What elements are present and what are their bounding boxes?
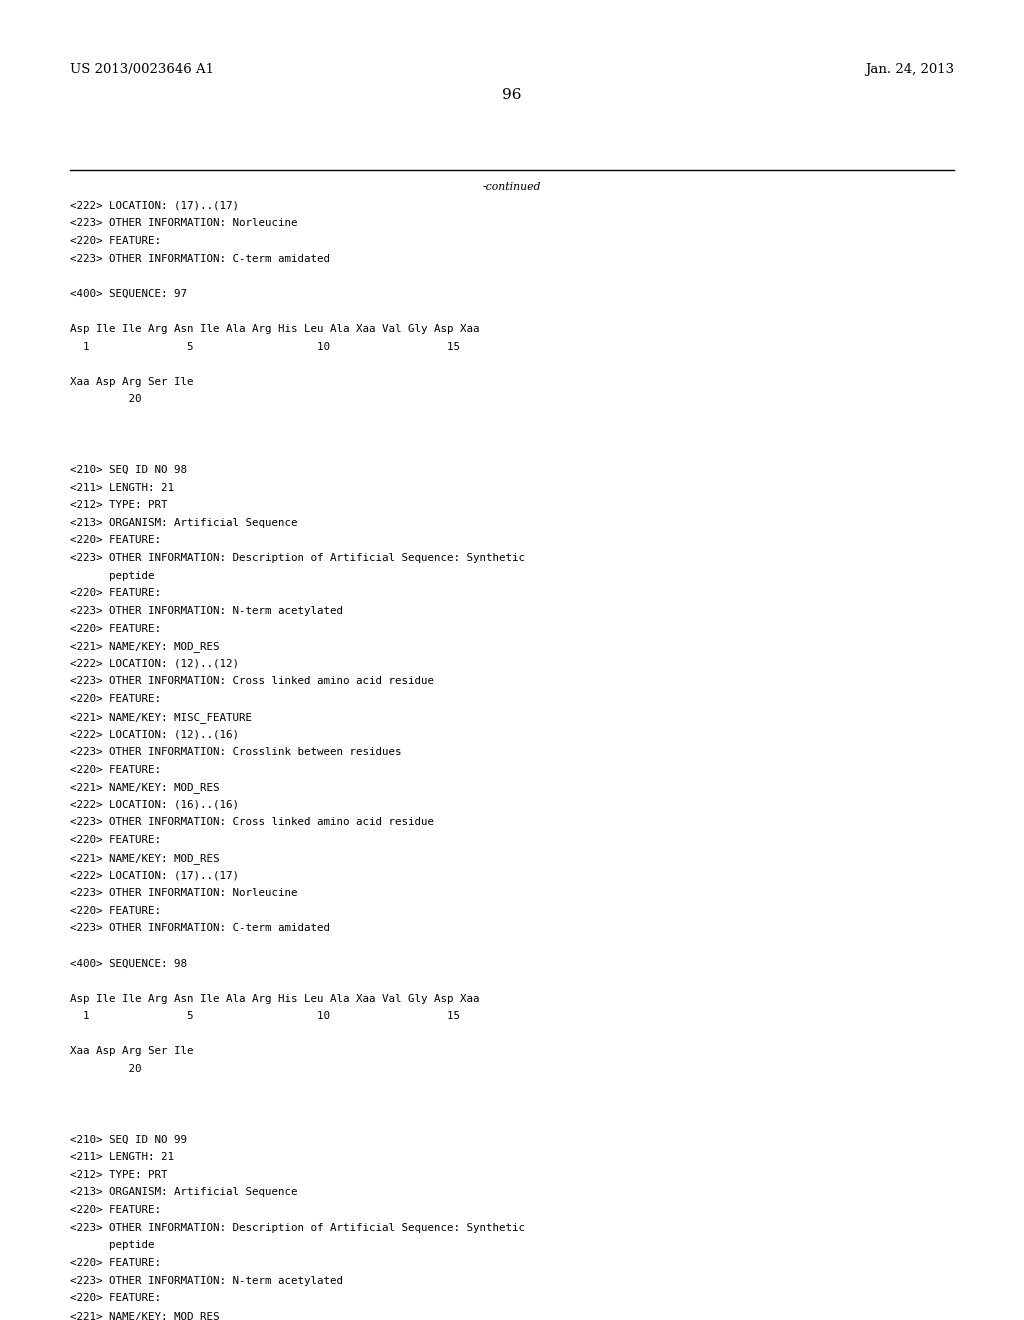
Text: <222> LOCATION: (16)..(16): <222> LOCATION: (16)..(16) bbox=[70, 800, 239, 809]
Text: US 2013/0023646 A1: US 2013/0023646 A1 bbox=[70, 63, 214, 77]
Text: Asp Ile Ile Arg Asn Ile Ala Arg His Leu Ala Xaa Val Gly Asp Xaa: Asp Ile Ile Arg Asn Ile Ala Arg His Leu … bbox=[70, 323, 479, 334]
Text: 20: 20 bbox=[70, 1064, 141, 1074]
Text: <222> LOCATION: (12)..(12): <222> LOCATION: (12)..(12) bbox=[70, 659, 239, 669]
Text: <220> FEATURE:: <220> FEATURE: bbox=[70, 1205, 161, 1216]
Text: <220> FEATURE:: <220> FEATURE: bbox=[70, 589, 161, 598]
Text: <221> NAME/KEY: MOD_RES: <221> NAME/KEY: MOD_RES bbox=[70, 853, 219, 863]
Text: <213> ORGANISM: Artificial Sequence: <213> ORGANISM: Artificial Sequence bbox=[70, 1188, 297, 1197]
Text: <220> FEATURE:: <220> FEATURE: bbox=[70, 236, 161, 246]
Text: <221> NAME/KEY: MOD_RES: <221> NAME/KEY: MOD_RES bbox=[70, 642, 219, 652]
Text: 96: 96 bbox=[502, 88, 522, 103]
Text: 1               5                   10                  15: 1 5 10 15 bbox=[70, 1011, 460, 1022]
Text: <211> LENGTH: 21: <211> LENGTH: 21 bbox=[70, 1152, 174, 1162]
Text: <223> OTHER INFORMATION: Description of Artificial Sequence: Synthetic: <223> OTHER INFORMATION: Description of … bbox=[70, 553, 524, 564]
Text: <220> FEATURE:: <220> FEATURE: bbox=[70, 836, 161, 845]
Text: <212> TYPE: PRT: <212> TYPE: PRT bbox=[70, 1170, 167, 1180]
Text: <223> OTHER INFORMATION: C-term amidated: <223> OTHER INFORMATION: C-term amidated bbox=[70, 923, 330, 933]
Text: Xaa Asp Arg Ser Ile: Xaa Asp Arg Ser Ile bbox=[70, 378, 194, 387]
Text: <223> OTHER INFORMATION: C-term amidated: <223> OTHER INFORMATION: C-term amidated bbox=[70, 253, 330, 264]
Text: <400> SEQUENCE: 97: <400> SEQUENCE: 97 bbox=[70, 289, 186, 298]
Text: <220> FEATURE:: <220> FEATURE: bbox=[70, 906, 161, 916]
Text: Xaa Asp Arg Ser Ile: Xaa Asp Arg Ser Ile bbox=[70, 1047, 194, 1056]
Text: <400> SEQUENCE: 98: <400> SEQUENCE: 98 bbox=[70, 958, 186, 969]
Text: <220> FEATURE:: <220> FEATURE: bbox=[70, 764, 161, 775]
Text: <223> OTHER INFORMATION: Norleucine: <223> OTHER INFORMATION: Norleucine bbox=[70, 888, 297, 898]
Text: <220> FEATURE:: <220> FEATURE: bbox=[70, 1258, 161, 1269]
Text: Jan. 24, 2013: Jan. 24, 2013 bbox=[865, 63, 954, 77]
Text: 20: 20 bbox=[70, 395, 141, 404]
Text: <222> LOCATION: (17)..(17): <222> LOCATION: (17)..(17) bbox=[70, 201, 239, 211]
Text: <220> FEATURE:: <220> FEATURE: bbox=[70, 623, 161, 634]
Text: <223> OTHER INFORMATION: N-term acetylated: <223> OTHER INFORMATION: N-term acetylat… bbox=[70, 1275, 343, 1286]
Text: <211> LENGTH: 21: <211> LENGTH: 21 bbox=[70, 483, 174, 492]
Text: -continued: -continued bbox=[482, 182, 542, 193]
Text: <222> LOCATION: (12)..(16): <222> LOCATION: (12)..(16) bbox=[70, 729, 239, 739]
Text: <221> NAME/KEY: MOD_RES: <221> NAME/KEY: MOD_RES bbox=[70, 1311, 219, 1320]
Text: <210> SEQ ID NO 98: <210> SEQ ID NO 98 bbox=[70, 465, 186, 475]
Text: <223> OTHER INFORMATION: Cross linked amino acid residue: <223> OTHER INFORMATION: Cross linked am… bbox=[70, 817, 433, 828]
Text: 1               5                   10                  15: 1 5 10 15 bbox=[70, 342, 460, 351]
Text: <220> FEATURE:: <220> FEATURE: bbox=[70, 1294, 161, 1303]
Text: <220> FEATURE:: <220> FEATURE: bbox=[70, 694, 161, 704]
Text: <213> ORGANISM: Artificial Sequence: <213> ORGANISM: Artificial Sequence bbox=[70, 517, 297, 528]
Text: <221> NAME/KEY: MOD_RES: <221> NAME/KEY: MOD_RES bbox=[70, 783, 219, 793]
Text: <223> OTHER INFORMATION: N-term acetylated: <223> OTHER INFORMATION: N-term acetylat… bbox=[70, 606, 343, 616]
Text: peptide: peptide bbox=[70, 1241, 155, 1250]
Text: <210> SEQ ID NO 99: <210> SEQ ID NO 99 bbox=[70, 1135, 186, 1144]
Text: <223> OTHER INFORMATION: Norleucine: <223> OTHER INFORMATION: Norleucine bbox=[70, 218, 297, 228]
Text: Asp Ile Ile Arg Asn Ile Ala Arg His Leu Ala Xaa Val Gly Asp Xaa: Asp Ile Ile Arg Asn Ile Ala Arg His Leu … bbox=[70, 994, 479, 1003]
Text: <221> NAME/KEY: MISC_FEATURE: <221> NAME/KEY: MISC_FEATURE bbox=[70, 711, 252, 722]
Text: <222> LOCATION: (17)..(17): <222> LOCATION: (17)..(17) bbox=[70, 870, 239, 880]
Text: <223> OTHER INFORMATION: Cross linked amino acid residue: <223> OTHER INFORMATION: Cross linked am… bbox=[70, 676, 433, 686]
Text: <212> TYPE: PRT: <212> TYPE: PRT bbox=[70, 500, 167, 511]
Text: <223> OTHER INFORMATION: Crosslink between residues: <223> OTHER INFORMATION: Crosslink betwe… bbox=[70, 747, 401, 756]
Text: <223> OTHER INFORMATION: Description of Artificial Sequence: Synthetic: <223> OTHER INFORMATION: Description of … bbox=[70, 1222, 524, 1233]
Text: peptide: peptide bbox=[70, 570, 155, 581]
Text: <220> FEATURE:: <220> FEATURE: bbox=[70, 536, 161, 545]
